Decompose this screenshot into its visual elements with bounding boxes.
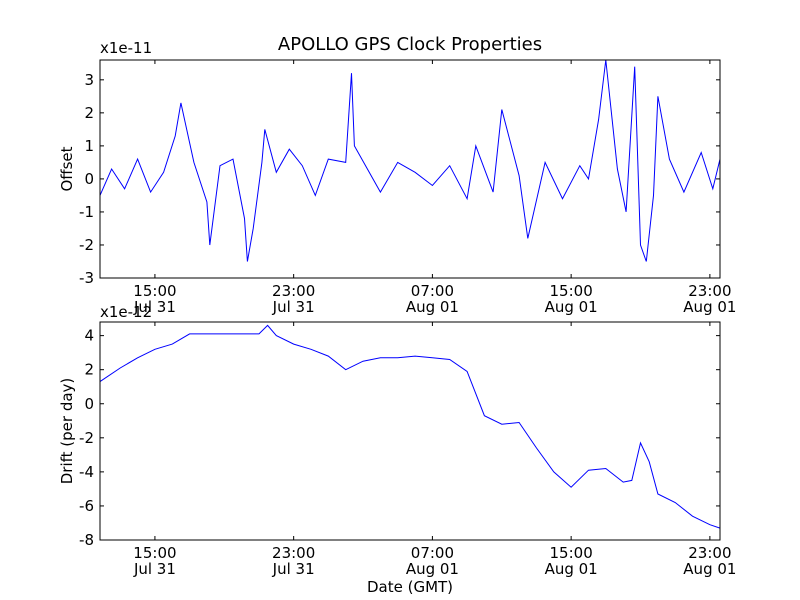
- drift-x-tick-time: 15:00: [133, 544, 176, 562]
- offset-x-tick-time: 23:00: [688, 282, 731, 300]
- drift-y-tick-label: 4: [84, 327, 94, 345]
- drift-x-tick-time: 23:00: [688, 544, 731, 562]
- drift-series-line: [99, 324, 721, 529]
- offset-y-tick-label: 2: [84, 104, 94, 122]
- drift-multiplier: x1e-12: [100, 303, 152, 321]
- offset-x-tick-day: Aug 01: [545, 298, 598, 316]
- drift-y-tick-label: 0: [84, 395, 94, 413]
- drift-x-tick-day: Aug 01: [406, 560, 459, 578]
- offset-y-tick-label: 3: [84, 71, 94, 89]
- offset-x-tick-time: 23:00: [272, 282, 315, 300]
- offset-y-tick-label: 0: [84, 170, 94, 188]
- drift-plot-area: [100, 322, 720, 540]
- drift-x-tick-day: Aug 01: [545, 560, 598, 578]
- offset-x-tick-time: 15:00: [550, 282, 593, 300]
- offset-x-tick-time: 15:00: [133, 282, 176, 300]
- offset-series-line: [99, 59, 721, 262]
- offset-y-ticks: -3 -2 -1 0 1 2 3: [79, 71, 720, 287]
- drift-y-tick-label: -4: [79, 463, 94, 481]
- drift-y-tick-label: -2: [79, 429, 94, 447]
- drift-y-tick-label: 2: [84, 361, 94, 379]
- offset-y-tick-label: 1: [84, 137, 94, 155]
- offset-y-tick-label: -2: [79, 236, 94, 254]
- offset-x-tick-time: 07:00: [411, 282, 454, 300]
- offset-y-tick-label: -3: [79, 269, 94, 287]
- drift-x-tick-day: Jul 31: [133, 560, 176, 578]
- drift-x-tick-day: Jul 31: [272, 560, 315, 578]
- drift-x-tick-time: 07:00: [411, 544, 454, 562]
- x-axis-label: Date (GMT): [367, 578, 453, 596]
- drift-y-tick-label: -6: [79, 497, 94, 515]
- offset-x-tick-day: Aug 01: [406, 298, 459, 316]
- offset-y-axis-label: Offset: [58, 146, 76, 191]
- drift-frame: [99, 321, 721, 541]
- offset-y-tick-label: -1: [79, 203, 94, 221]
- drift-y-tick-label: -8: [79, 531, 94, 549]
- offset-series-group: [99, 59, 721, 262]
- offset-x-tick-day: Jul 31: [272, 298, 315, 316]
- offset-x-tick-day: Jul 31: [133, 298, 176, 316]
- drift-x-tick-time: 23:00: [272, 544, 315, 562]
- drift-x-tick-day: Aug 01: [683, 560, 736, 578]
- drift-x-tick-time: 15:00: [550, 544, 593, 562]
- drift-y-ticks: -8 -6 -4 -2 0 2 4: [79, 327, 720, 549]
- drift-y-axis-label: Drift (per day): [58, 378, 76, 485]
- drift-series-group: [99, 324, 721, 529]
- offset-multiplier: x1e-11: [100, 39, 152, 57]
- offset-x-tick-day: Aug 01: [683, 298, 736, 316]
- chart-title: APOLLO GPS Clock Properties: [278, 34, 542, 55]
- offset-frame: [99, 59, 721, 279]
